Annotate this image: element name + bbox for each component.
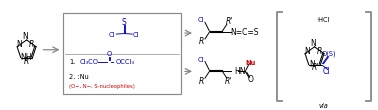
Text: O: O [248, 75, 254, 84]
Text: N: N [23, 32, 28, 41]
Text: 2. :Nu: 2. :Nu [70, 74, 89, 80]
Text: ·HCl: ·HCl [317, 17, 330, 23]
Text: Cl: Cl [323, 67, 330, 76]
Text: OCCl₃: OCCl₃ [116, 59, 135, 65]
Text: R: R [198, 77, 204, 86]
Text: via: via [319, 103, 328, 109]
Text: N: N [309, 60, 315, 69]
Text: R: R [28, 40, 34, 49]
Text: R': R' [312, 63, 319, 72]
Text: N: N [305, 47, 310, 56]
Text: N: N [311, 39, 316, 48]
Text: (O−, N−, S-nucleophiles): (O−, N−, S-nucleophiles) [70, 84, 135, 89]
Text: 1.: 1. [70, 59, 76, 65]
Text: S: S [122, 18, 127, 27]
Text: Cl₃CO: Cl₃CO [80, 59, 99, 65]
Text: Nu: Nu [246, 60, 256, 65]
Text: Cl: Cl [133, 32, 139, 38]
Text: N: N [17, 40, 22, 49]
Text: O(S): O(S) [321, 50, 336, 57]
Text: R': R' [225, 77, 232, 86]
Text: Cl: Cl [198, 57, 204, 63]
Bar [64, 13, 181, 94]
Text: R': R' [226, 17, 234, 26]
Text: NH: NH [20, 53, 32, 62]
Text: R: R [316, 47, 322, 56]
Text: R': R' [24, 57, 32, 66]
Text: N=C=S: N=C=S [231, 28, 259, 37]
Text: Cl: Cl [198, 17, 204, 23]
Text: HN: HN [234, 67, 245, 76]
Text: R: R [198, 37, 204, 46]
Text: Cl: Cl [109, 32, 116, 38]
Text: O: O [107, 51, 112, 57]
